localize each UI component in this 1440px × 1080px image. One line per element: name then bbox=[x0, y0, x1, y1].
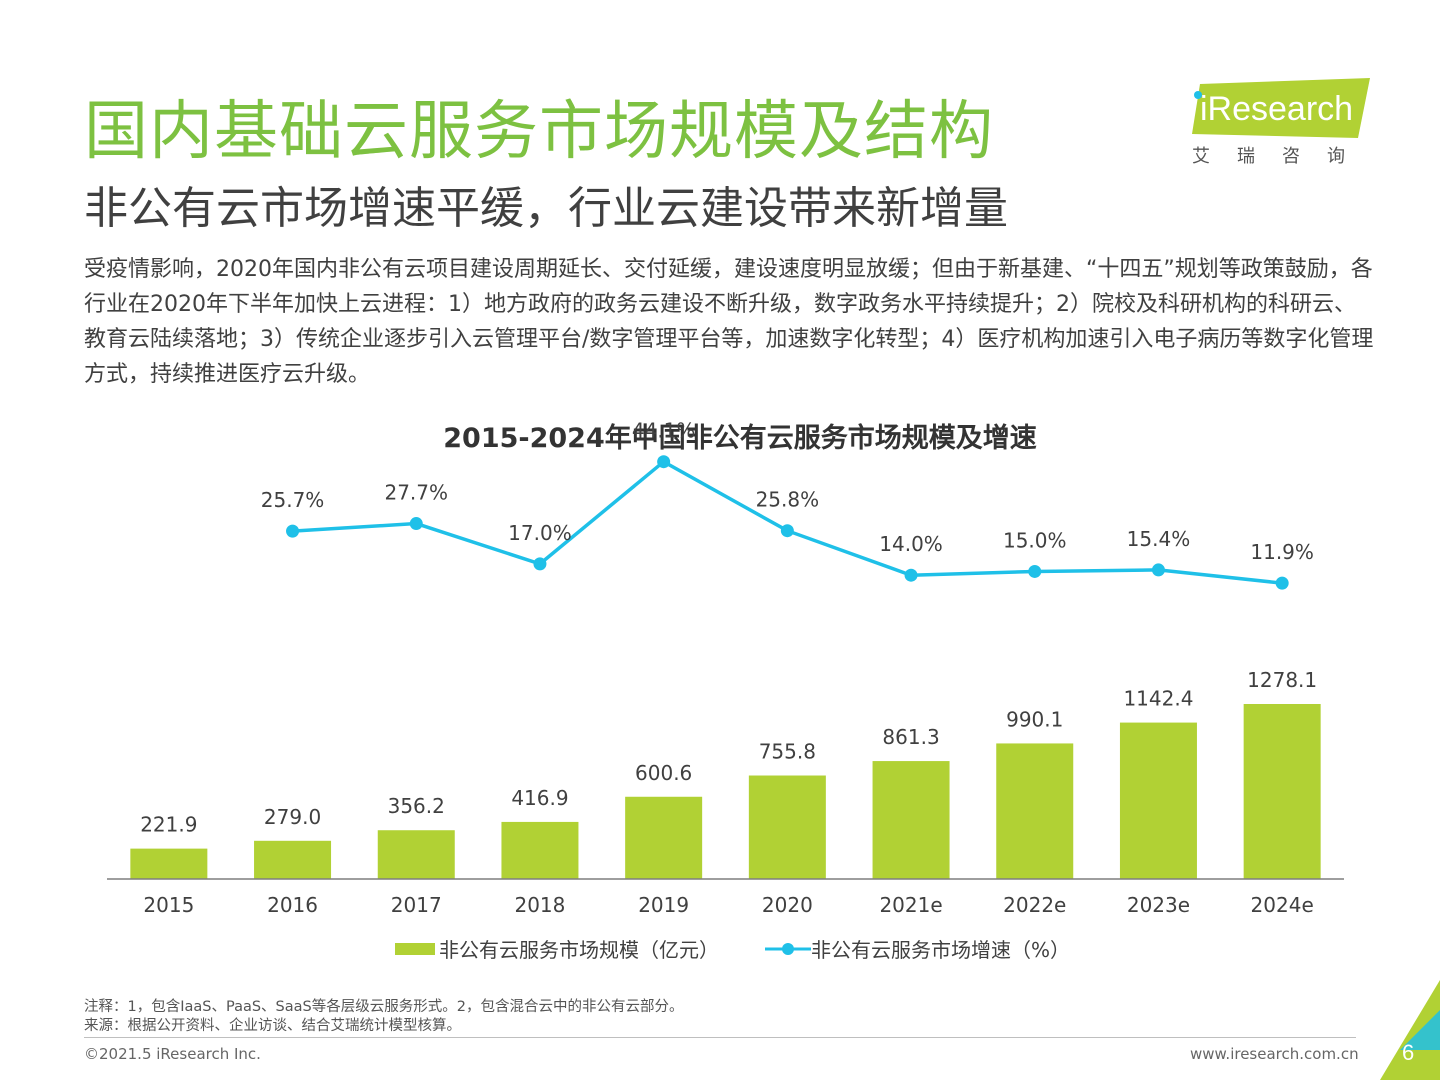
chart-notes: 注释：1，包含IaaS、PaaS、SaaS等各层级云服务形式。2，包含混合云中的… bbox=[84, 998, 683, 1036]
bar-2017 bbox=[377, 830, 455, 879]
x-tick-label: 2019 bbox=[638, 893, 689, 917]
growth-value-label: 14.0% bbox=[879, 532, 943, 556]
growth-point bbox=[1275, 576, 1289, 590]
bar-2015 bbox=[130, 848, 208, 879]
corner-decoration bbox=[1380, 980, 1440, 1080]
body-paragraph: 受疫情影响，2020年国内非公有云项目建设周期延长、交付延缓，建设速度明显放缓；… bbox=[84, 257, 1374, 387]
growth-value-label: 11.9% bbox=[1250, 540, 1314, 564]
page-number: 6 bbox=[1402, 1040, 1415, 1065]
chart-title: 2015-2024年中国非公有云服务市场规模及增速 bbox=[443, 423, 1037, 454]
bar-2022e bbox=[996, 743, 1074, 879]
bar-value-label: 221.9 bbox=[140, 813, 197, 837]
growth-point bbox=[286, 524, 300, 538]
legend-line-swatch bbox=[765, 942, 811, 955]
bar-2020 bbox=[748, 775, 826, 879]
bar-2024e bbox=[1243, 704, 1321, 879]
x-tick-label: 2020 bbox=[762, 893, 813, 917]
growth-point bbox=[533, 557, 547, 571]
x-tick-label: 2017 bbox=[391, 893, 442, 917]
footer-url[interactable]: www.iresearch.com.cn bbox=[1190, 1045, 1359, 1063]
growth-point bbox=[409, 517, 423, 531]
bar-value-label: 416.9 bbox=[511, 786, 568, 810]
growth-value-label: 25.8% bbox=[756, 488, 820, 512]
bar-value-label: 861.3 bbox=[882, 725, 939, 749]
x-tick-label: 2024e bbox=[1251, 893, 1314, 917]
bar-value-label: 600.6 bbox=[635, 761, 692, 785]
x-tick-label: 2015 bbox=[143, 893, 194, 917]
growth-point bbox=[904, 568, 918, 582]
growth-point bbox=[1028, 564, 1042, 578]
x-tick-label: 2021e bbox=[879, 893, 942, 917]
x-tick-label: 2018 bbox=[514, 893, 565, 917]
growth-value-label: 44.1% bbox=[632, 419, 696, 443]
legend-item-bar: 非公有云服务市场规模（亿元） bbox=[395, 934, 719, 963]
legend-bar-label: 非公有云服务市场规模（亿元） bbox=[439, 938, 719, 962]
footer-copyright: ©2021.5 iResearch Inc. bbox=[84, 1045, 261, 1063]
chart-legend: 非公有云服务市场规模（亿元） 非公有云服务市场增速（%） bbox=[395, 934, 1116, 963]
page-subtitle: 非公有云市场增速平缓，行业云建设带来新增量 bbox=[84, 183, 1008, 234]
legend-bar-swatch bbox=[395, 942, 435, 955]
iresearch-logo: iResearch bbox=[1192, 78, 1370, 138]
x-tick-label: 2022e bbox=[1003, 893, 1066, 917]
growth-value-label: 15.4% bbox=[1127, 527, 1191, 551]
bar-value-label: 279.0 bbox=[264, 805, 321, 829]
growth-value-label: 15.0% bbox=[1003, 528, 1067, 552]
x-tick-label: 2023e bbox=[1127, 893, 1190, 917]
svg-text:iResearch: iResearch bbox=[1200, 90, 1353, 128]
bar-2021e bbox=[872, 761, 950, 879]
bar-value-label: 356.2 bbox=[388, 794, 445, 818]
source-text: 来源：根据公开资料、企业访谈、结合艾瑞统计模型核算。 bbox=[84, 1018, 461, 1034]
growth-point bbox=[1151, 563, 1165, 577]
legend-item-line: 非公有云服务市场增速（%） bbox=[765, 934, 1070, 963]
bar-2019 bbox=[625, 796, 703, 879]
growth-value-label: 27.7% bbox=[384, 481, 448, 505]
logo-cn-text: 艾瑞咨询 bbox=[1192, 146, 1372, 167]
growth-point bbox=[657, 455, 671, 469]
growth-point bbox=[780, 524, 794, 538]
note-text: 注释：1，包含IaaS、PaaS、SaaS等各层级云服务形式。2，包含混合云中的… bbox=[84, 999, 684, 1015]
bar-value-label: 1278.1 bbox=[1247, 668, 1317, 692]
bar-2023e bbox=[1119, 722, 1197, 879]
footer-divider bbox=[84, 1037, 1356, 1038]
bar-value-label: 1142.4 bbox=[1123, 687, 1193, 711]
bar-2016 bbox=[254, 840, 332, 879]
bar-2018 bbox=[501, 821, 579, 879]
bar-value-label: 755.8 bbox=[759, 740, 816, 764]
x-tick-label: 2016 bbox=[267, 893, 318, 917]
bar-value-label: 990.1 bbox=[1006, 707, 1063, 731]
growth-value-label: 17.0% bbox=[508, 521, 572, 545]
legend-line-label: 非公有云服务市场增速（%） bbox=[811, 938, 1071, 962]
growth-value-label: 25.7% bbox=[261, 488, 325, 512]
page-title: 国内基础云服务市场规模及结构 bbox=[84, 95, 994, 169]
